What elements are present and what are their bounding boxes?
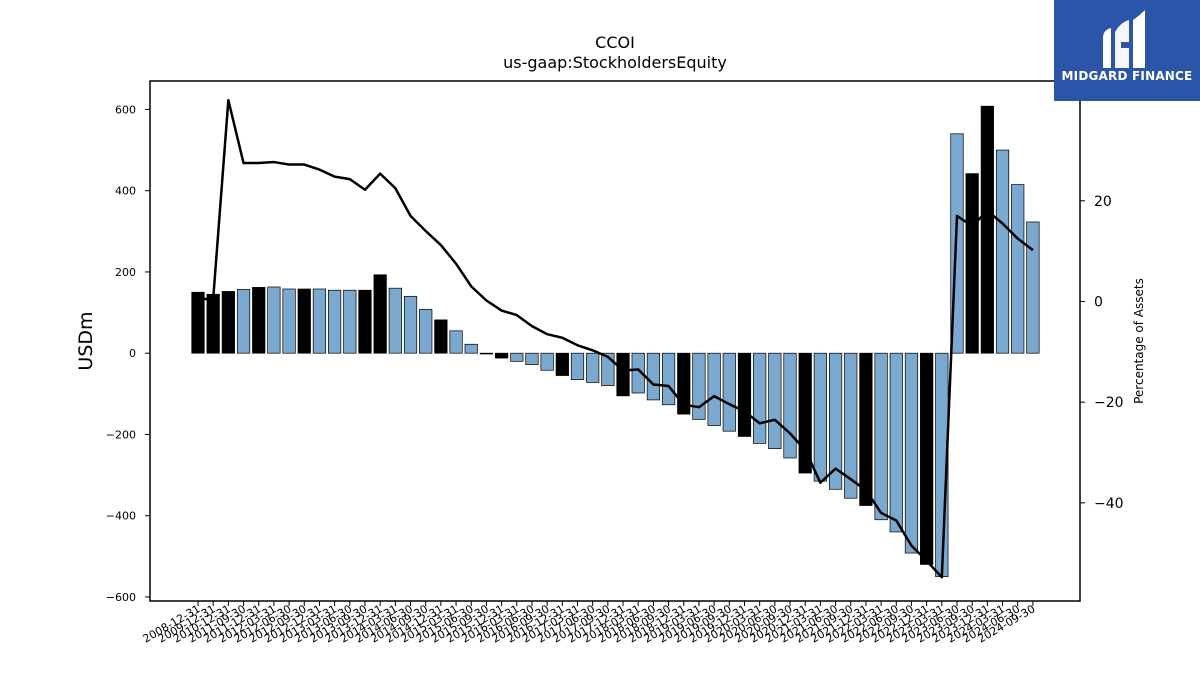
bar — [510, 352, 524, 362]
y-tick-label: 200 — [115, 266, 136, 279]
bar — [479, 352, 494, 355]
line-series — [198, 98, 1034, 579]
brand-badge: MIDGARD FINANCE — [1054, 0, 1200, 101]
bar — [221, 291, 235, 354]
bar — [1011, 184, 1025, 354]
bar — [646, 352, 661, 401]
bar — [388, 287, 402, 354]
bar — [661, 352, 676, 406]
bar — [737, 352, 752, 437]
y2-tick-label: −40 — [1094, 496, 1124, 512]
y2-axis-label: Percentage of Assets — [1132, 278, 1146, 404]
bar — [631, 352, 645, 394]
y2-tick-label: 0 — [1094, 294, 1103, 310]
bar — [434, 319, 448, 354]
chart-subtitle: us-gaap:StockholdersEquity — [503, 53, 727, 72]
bar — [874, 352, 888, 521]
y-tick-label: 600 — [115, 103, 136, 116]
bar — [980, 105, 994, 354]
chart-title: CCOI — [595, 33, 635, 52]
bar — [768, 352, 782, 450]
brand-name: MIDGARD FINANCE — [1061, 69, 1193, 83]
right-axis-ticks: −40 −20 0 20 — [1080, 194, 1124, 512]
bar — [312, 288, 327, 354]
bar — [236, 289, 251, 354]
bar — [525, 352, 539, 365]
bar — [191, 291, 205, 354]
percentage-line — [198, 98, 1034, 579]
bar — [813, 352, 827, 482]
bar — [403, 295, 418, 354]
bar — [267, 286, 281, 354]
bar — [282, 288, 296, 354]
y2-tick-label: −20 — [1094, 395, 1124, 411]
bar — [920, 352, 934, 565]
bar — [586, 352, 600, 383]
bar — [965, 173, 979, 354]
bar — [798, 352, 812, 474]
bar — [555, 352, 569, 376]
bar — [844, 352, 858, 499]
bar — [753, 352, 767, 444]
bar — [692, 352, 706, 420]
y-tick-label: −600 — [106, 591, 136, 604]
midgard-logo-icon — [1103, 10, 1145, 68]
y-tick-label: 400 — [115, 185, 136, 198]
bar — [495, 352, 509, 359]
y-tick-label: −400 — [106, 510, 136, 523]
bar — [570, 352, 585, 380]
y-tick-label: −200 — [106, 428, 136, 441]
bar — [859, 352, 873, 506]
bar — [464, 343, 478, 354]
bar — [783, 352, 797, 459]
bar — [995, 149, 1010, 354]
y-tick-label: 0 — [129, 347, 136, 360]
bar — [373, 274, 387, 354]
x-axis-ticks: 2008-12-312009-12-312010-12-312011-09-30… — [141, 601, 1037, 646]
bar — [343, 289, 357, 354]
y-axis-label: USDm — [75, 311, 97, 370]
bar — [328, 289, 342, 354]
left-axis-ticks: −600 −400 −200 0 200 400 600 — [106, 103, 150, 604]
bar — [297, 288, 311, 354]
bar — [540, 352, 554, 371]
bar — [707, 352, 721, 426]
bar — [252, 287, 266, 354]
bar — [904, 352, 919, 554]
bar — [616, 352, 630, 397]
bar — [206, 293, 220, 354]
bar — [358, 289, 372, 354]
y2-tick-label: 20 — [1094, 194, 1112, 210]
bar — [722, 352, 736, 432]
bar — [419, 308, 433, 354]
bar — [889, 352, 903, 533]
bar — [828, 352, 843, 490]
bar — [449, 330, 463, 354]
bar — [1026, 221, 1040, 354]
